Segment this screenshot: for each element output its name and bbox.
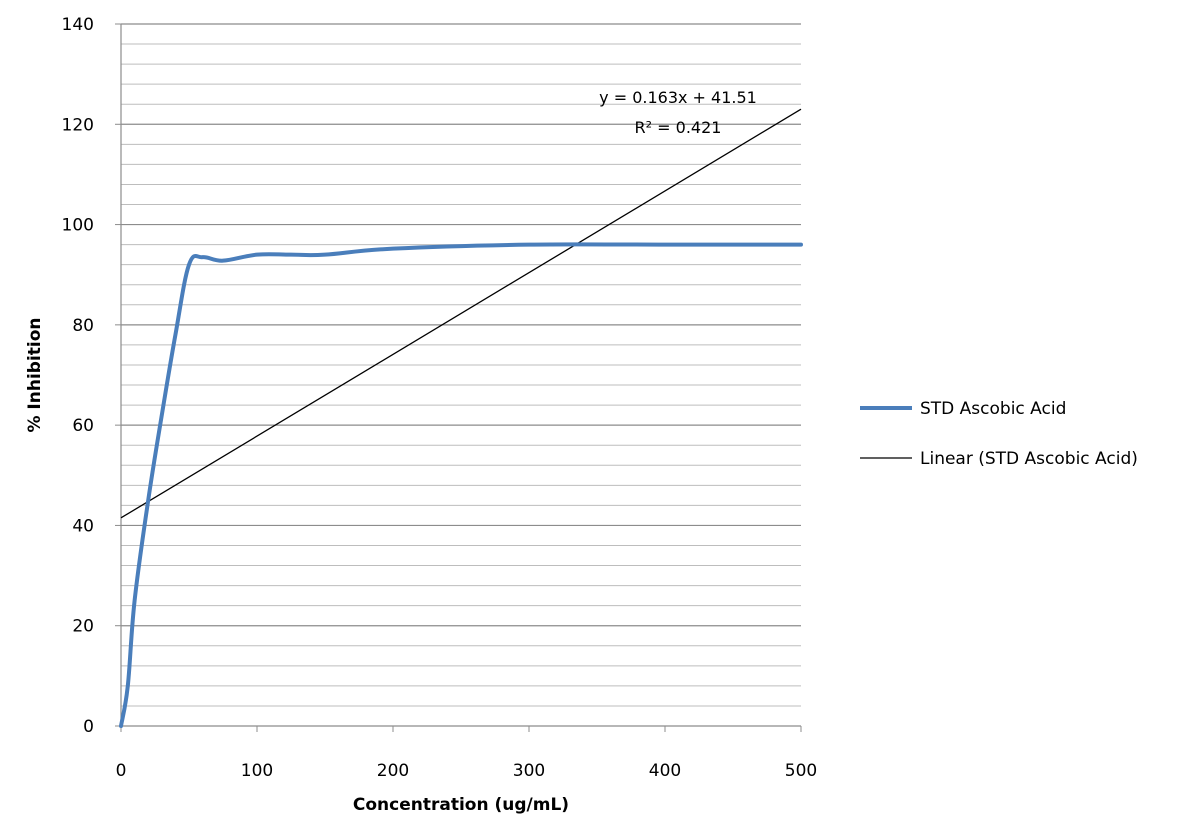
y-axis-title: % Inhibition <box>25 317 45 432</box>
x-axis-title: Concentration (ug/mL) <box>353 795 569 815</box>
x-tick-label: 200 <box>377 761 409 781</box>
x-tick-label: 400 <box>649 761 681 781</box>
gridlines <box>121 23 801 707</box>
legend-item-linear-trendline: Linear (STD Ascobic Acid) <box>860 449 1138 469</box>
tick-labels: 0 100 200 300 400 500 0 20 40 60 80 100 120 140 <box>62 15 818 781</box>
trendline-r-squared: R² = 0.421 <box>635 118 722 137</box>
axes <box>115 23 802 732</box>
series-line-std-ascobic-acid <box>119 242 803 728</box>
x-tick-label: 0 <box>116 761 127 781</box>
legend-item-std-ascobic-acid: STD Ascobic Acid <box>860 399 1066 419</box>
y-tick-label: 100 <box>62 216 94 236</box>
trendline-linear <box>120 108 802 519</box>
legend: STD Ascobic Acid Linear (STD Ascobic Aci… <box>860 399 1138 469</box>
legend-label-linear-trendline: Linear (STD Ascobic Acid) <box>920 449 1138 469</box>
y-tick-label: 80 <box>72 316 94 336</box>
y-tick-label: 140 <box>62 15 94 35</box>
plot-series <box>119 108 803 728</box>
x-tick-label: 100 <box>241 761 273 781</box>
y-tick-label: 20 <box>72 617 94 637</box>
y-tick-label: 60 <box>72 416 94 436</box>
y-tick-label: 0 <box>83 717 94 737</box>
x-tick-label: 300 <box>513 761 545 781</box>
trendline-equation: y = 0.163x + 41.51 <box>599 88 757 107</box>
legend-label-std-ascobic-acid: STD Ascobic Acid <box>920 399 1066 419</box>
y-tick-label: 40 <box>72 516 94 536</box>
x-tick-label: 500 <box>785 761 817 781</box>
y-tick-label: 120 <box>62 115 94 135</box>
